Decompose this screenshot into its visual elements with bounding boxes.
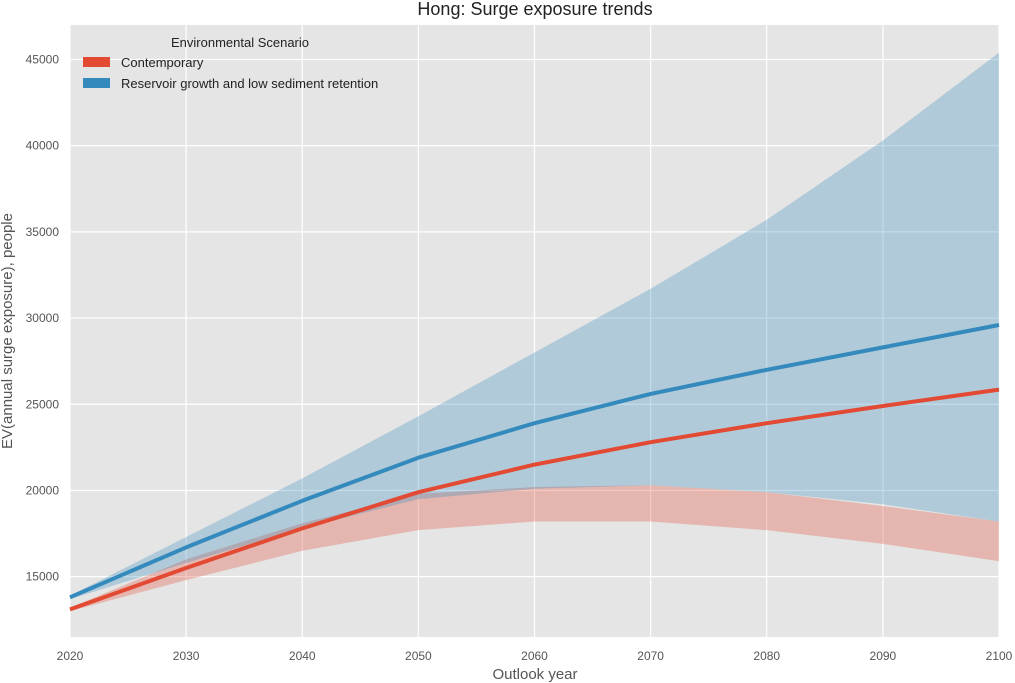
y-tick-label: 20000 xyxy=(26,483,60,497)
x-tick-label: 2040 xyxy=(289,649,316,663)
y-tick-label: 30000 xyxy=(26,311,60,325)
x-tick-label: 2080 xyxy=(753,649,780,663)
legend-title: Environmental Scenario xyxy=(171,35,309,50)
line-series-0 xyxy=(69,387,1000,612)
legend-label-contemporary: Contemporary xyxy=(121,55,204,70)
x-tick-label: 2030 xyxy=(173,649,200,663)
x-axis-label: Outlook year xyxy=(492,666,577,683)
band-series-0 xyxy=(70,485,999,612)
chart-title: Hong: Surge exposure trends xyxy=(417,0,652,19)
legend-label-reservoir: Reservoir growth and low sediment retent… xyxy=(121,76,378,91)
y-tick-label: 35000 xyxy=(26,225,60,239)
legend-swatch-contemporary xyxy=(83,57,110,67)
x-axis-ticks: 2020 2030 2040 2050 2060 2070 2080 2090 2100 xyxy=(57,649,1013,663)
legend-swatch-reservoir xyxy=(83,78,110,88)
x-tick-label: 2020 xyxy=(57,649,84,663)
x-tick-label: 2050 xyxy=(405,649,432,663)
line-series-1 xyxy=(69,323,1000,600)
x-tick-label: 2090 xyxy=(870,649,897,663)
band-series-1 xyxy=(70,52,999,600)
y-tick-label: 25000 xyxy=(26,397,60,411)
y-axis-label: EV(annual surge exposure), people xyxy=(0,213,16,449)
confidence-bands xyxy=(70,52,999,612)
y-tick-label: 45000 xyxy=(26,52,60,66)
y-tick-label: 15000 xyxy=(26,570,60,584)
y-axis-ticks: 15000 20000 25000 30000 35000 40000 45000 xyxy=(26,52,60,583)
x-tick-label: 2060 xyxy=(521,649,548,663)
y-tick-label: 40000 xyxy=(26,139,60,153)
grid xyxy=(69,25,1000,637)
x-tick-label: 2100 xyxy=(986,649,1013,663)
legend: Environmental Scenario Contemporary Rese… xyxy=(83,35,378,91)
x-tick-label: 2070 xyxy=(637,649,664,663)
series-lines xyxy=(69,323,1000,612)
